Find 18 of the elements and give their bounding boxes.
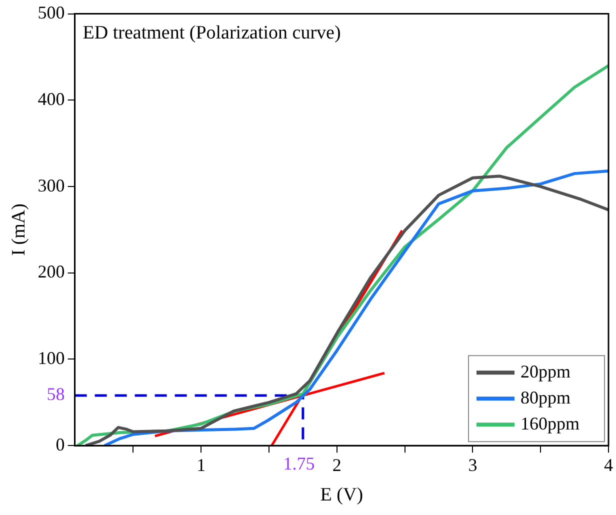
y-tick-label: 0 (56, 434, 65, 454)
x-tick-label: 2 (332, 455, 342, 476)
chart-title: ED treatment (Polarization curve) (82, 22, 341, 44)
x-axis-title: E (V) (320, 484, 364, 506)
y-tick-label: 100 (38, 348, 65, 368)
legend-label: 80ppm (520, 387, 571, 408)
y-tick-label: 500 (38, 2, 65, 23)
annotation: 58 (46, 384, 65, 404)
legend-label: 160ppm (520, 413, 580, 434)
y-axis-title: I (mA) (8, 204, 30, 256)
x-tick-label: 4 (604, 455, 613, 476)
annotation: 1.75 (283, 453, 315, 474)
x-tick-label: 1 (196, 455, 206, 476)
x-tick-label: 3 (468, 455, 478, 476)
legend-label: 20ppm (520, 361, 571, 382)
y-tick-label: 300 (38, 175, 65, 196)
y-tick-label: 200 (38, 262, 65, 282)
y-tick-label: 400 (38, 88, 65, 109)
